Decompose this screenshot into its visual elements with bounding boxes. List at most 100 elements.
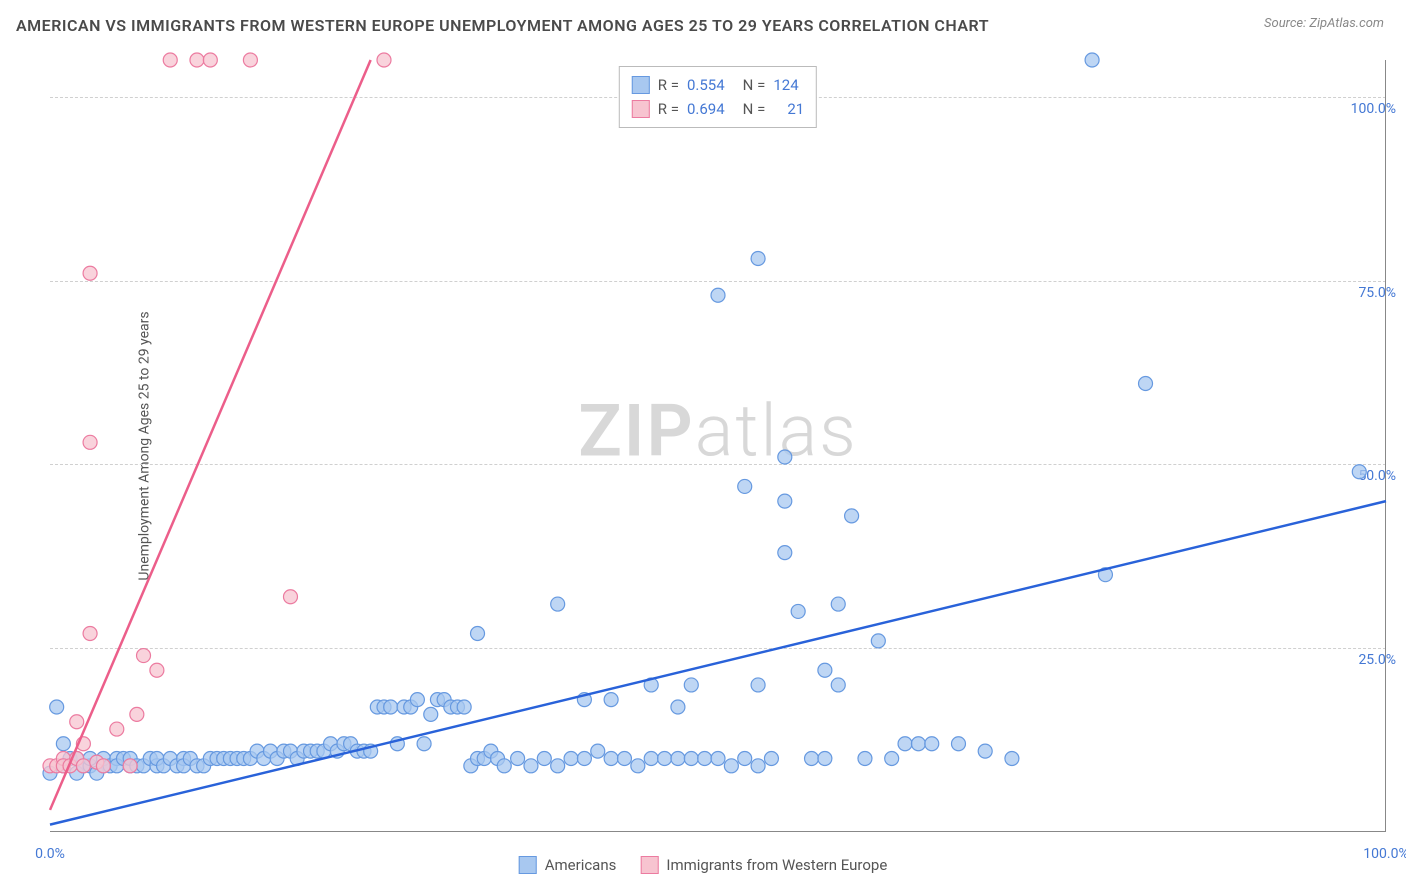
data-point (190, 53, 204, 67)
data-point (457, 700, 471, 714)
data-point (564, 751, 578, 765)
data-point (76, 759, 90, 773)
data-point (711, 751, 725, 765)
bottom-swatch-immigrants (640, 856, 658, 874)
data-point (410, 693, 424, 707)
data-point (978, 744, 992, 758)
data-point (925, 737, 939, 751)
data-point (83, 626, 97, 640)
chart-title: AMERICAN VS IMMIGRANTS FROM WESTERN EURO… (16, 16, 989, 35)
data-point (831, 597, 845, 611)
data-point (243, 53, 257, 67)
data-point (203, 53, 217, 67)
legend-n-label: N = (743, 97, 766, 121)
data-point (377, 53, 391, 67)
data-point (471, 626, 485, 640)
bottom-legend: Americans Immigrants from Western Europe (519, 856, 888, 874)
data-point (858, 751, 872, 765)
data-point (497, 759, 511, 773)
data-point (684, 678, 698, 692)
data-point (163, 53, 177, 67)
chart-svg (50, 60, 1386, 832)
xtick-label: 0.0% (35, 846, 65, 862)
data-point (1085, 53, 1099, 67)
source-label: Source: ZipAtlas.com (1264, 16, 1384, 31)
data-point (778, 450, 792, 464)
data-point (604, 693, 618, 707)
legend-n-value-immigrants: 21 (787, 97, 804, 121)
bottom-legend-americans: Americans (519, 856, 617, 874)
data-point (751, 678, 765, 692)
data-point (684, 751, 698, 765)
bottom-swatch-americans (519, 856, 537, 874)
data-point (818, 751, 832, 765)
data-point (551, 759, 565, 773)
bottom-label-immigrants: Immigrants from Western Europe (666, 856, 887, 874)
data-point (751, 252, 765, 266)
legend-box: R = 0.554 N = 124 R = 0.694 N = 21 (619, 66, 817, 128)
data-point (658, 751, 672, 765)
data-point (591, 744, 605, 758)
legend-swatch-americans (632, 76, 650, 94)
legend-swatch-immigrants (632, 100, 650, 118)
data-point (617, 751, 631, 765)
data-point (283, 590, 297, 604)
data-point (738, 751, 752, 765)
data-point (698, 751, 712, 765)
legend-row-americans: R = 0.554 N = 124 (632, 73, 804, 97)
legend-r-value-immigrants: 0.694 (687, 97, 725, 121)
data-point (424, 707, 438, 721)
data-point (898, 737, 912, 751)
data-point (738, 479, 752, 493)
data-point (150, 663, 164, 677)
data-point (83, 266, 97, 280)
data-point (96, 759, 110, 773)
data-point (577, 751, 591, 765)
data-point (524, 759, 538, 773)
data-point (537, 751, 551, 765)
bottom-label-americans: Americans (545, 856, 617, 874)
data-point (778, 546, 792, 560)
data-point (110, 722, 124, 736)
data-point (751, 759, 765, 773)
data-point (1352, 465, 1366, 479)
data-point (711, 288, 725, 302)
bottom-legend-immigrants: Immigrants from Western Europe (640, 856, 887, 874)
data-point (644, 751, 658, 765)
data-point (671, 700, 685, 714)
data-point (130, 707, 144, 721)
data-point (818, 663, 832, 677)
data-point (764, 751, 778, 765)
plot-area: ZIPatlas 25.0%50.0%75.0%100.0% R = 0.554… (50, 60, 1386, 832)
data-point (70, 715, 84, 729)
data-point (56, 737, 70, 751)
data-point (831, 678, 845, 692)
data-point (384, 700, 398, 714)
trend-line (50, 60, 371, 810)
xtick-label: 100.0% (1363, 846, 1406, 862)
data-point (724, 759, 738, 773)
data-point (137, 649, 151, 663)
data-point (604, 751, 618, 765)
data-point (911, 737, 925, 751)
legend-r-value-americans: 0.554 (687, 73, 725, 97)
legend-n-value-americans: 124 (773, 73, 798, 97)
data-point (791, 604, 805, 618)
legend-r-label: R = (658, 73, 679, 97)
trend-line (50, 501, 1386, 825)
legend-r-label: R = (658, 97, 679, 121)
data-point (511, 751, 525, 765)
data-point (871, 634, 885, 648)
data-point (778, 494, 792, 508)
data-point (885, 751, 899, 765)
data-point (1005, 751, 1019, 765)
data-point (1139, 377, 1153, 391)
legend-n-label: N = (743, 73, 766, 97)
data-point (845, 509, 859, 523)
data-point (50, 700, 64, 714)
data-point (123, 759, 137, 773)
data-point (551, 597, 565, 611)
data-point (671, 751, 685, 765)
data-point (417, 737, 431, 751)
data-point (951, 737, 965, 751)
